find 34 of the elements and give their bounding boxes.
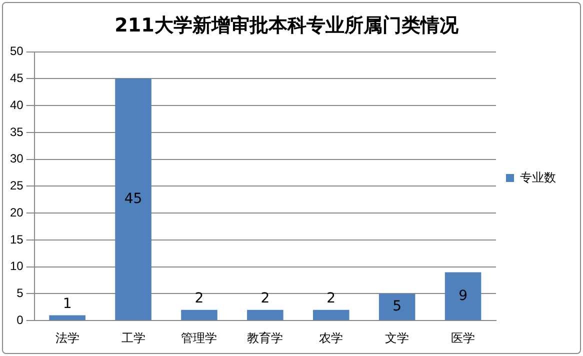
- bar: [181, 310, 218, 320]
- y-tick-label: 35: [10, 124, 24, 139]
- data-label: 2: [260, 290, 270, 306]
- y-tick-label: 15: [10, 232, 24, 246]
- legend-label: 专业数: [520, 170, 556, 184]
- y-tick-label: 0: [16, 312, 24, 327]
- data-label: 1: [62, 296, 72, 312]
- x-tick-label: 文学: [385, 331, 410, 346]
- y-tick-label: 20: [10, 205, 24, 220]
- data-label: 45: [124, 191, 142, 208]
- y-tick-label: 25: [10, 178, 24, 193]
- bar: [247, 310, 284, 320]
- data-label: 9: [458, 288, 468, 304]
- x-tick-label: 教育学: [247, 331, 284, 346]
- y-tick-label: 30: [10, 152, 24, 166]
- bar: [115, 78, 152, 320]
- y-tick-label: 5: [16, 286, 24, 300]
- x-tick-label: 农学: [319, 331, 344, 346]
- data-label: 5: [392, 298, 402, 315]
- chart-title: 211大学新增审批本科专业所属门类情况: [114, 14, 460, 36]
- x-tick-label: 法学: [55, 331, 80, 346]
- bar: [49, 315, 86, 320]
- y-tick-label: 40: [10, 98, 24, 112]
- x-tick-label: 医学: [451, 331, 476, 346]
- x-tick-label: 工学: [121, 331, 146, 346]
- y-tick-label: 10: [10, 259, 24, 274]
- x-tick-label: 管理学: [181, 331, 218, 346]
- y-tick-label: 45: [10, 70, 24, 85]
- y-tick-label: 50: [10, 44, 24, 58]
- bar: [312, 310, 350, 320]
- bar: [444, 272, 482, 320]
- bar: [378, 294, 416, 320]
- data-label: 2: [194, 290, 204, 306]
- data-label: 2: [326, 290, 336, 306]
